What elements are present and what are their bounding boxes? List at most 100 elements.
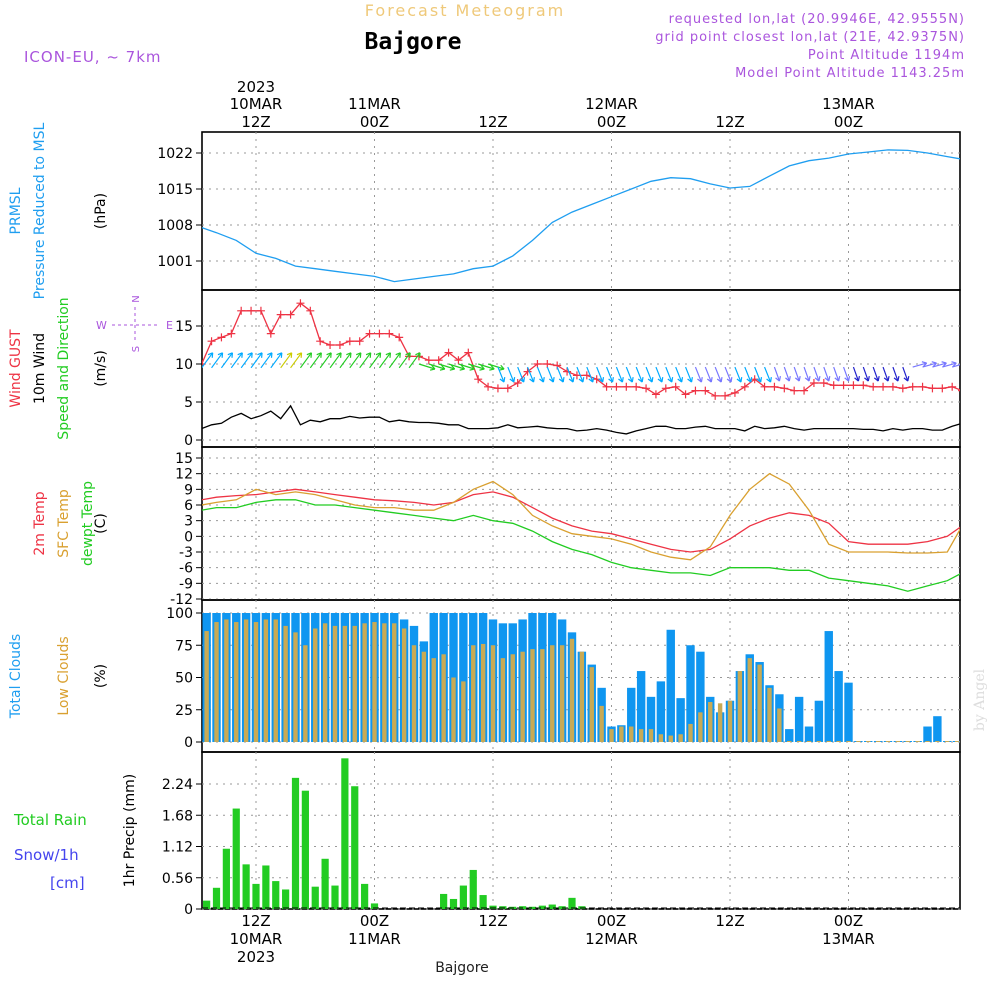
top-hour-label: 12Z (241, 113, 270, 131)
wind-arrow (813, 366, 820, 382)
wind-arrow (734, 366, 742, 383)
top-date-label: 10MAR (230, 95, 283, 113)
precip-legend: Total Rain Snow/1h [cm] (13, 811, 87, 892)
wind-arrow (576, 366, 584, 383)
bar-low-clouds (688, 723, 693, 742)
bar-low-clouds (0, 741, 4, 742)
wind-arrow (902, 366, 909, 382)
wind-arrow (388, 352, 401, 369)
wind-arrow (507, 366, 515, 383)
panel-label: 1hr Precip (mm) (122, 774, 138, 887)
panel-label: SFC Temp (56, 489, 72, 558)
wind-arrow (872, 366, 879, 382)
y-tick-label: 0 (184, 902, 193, 918)
bar-low-clouds (214, 622, 219, 742)
gust-marker (375, 329, 384, 338)
wind-arrowhead (903, 376, 910, 382)
wind-arrow (478, 363, 495, 370)
bar-precip (528, 906, 537, 909)
bar-low-clouds (856, 741, 861, 742)
wind-arrowhead (893, 376, 900, 382)
bar-low-clouds (727, 700, 733, 742)
panel-label: Total Clouds (8, 634, 24, 719)
wind-arrowhead (459, 364, 466, 371)
wind-arrowhead (449, 364, 456, 371)
bar-low-clouds (471, 645, 476, 742)
bar-precip (469, 869, 477, 909)
gust-marker (800, 386, 809, 395)
series-line-2m-temp (202, 488, 960, 553)
bar-low-clouds (579, 651, 585, 742)
series-group (202, 758, 960, 909)
y-tick-label: 75 (175, 638, 193, 654)
bar-precip (203, 900, 211, 909)
y-tick-label: -3 (179, 545, 193, 561)
wind-arrowhead (429, 364, 436, 371)
wind-arrow (606, 366, 614, 383)
panel-clouds: 0 25 50 75 100 Total Clouds Low Clouds (%) (0, 599, 961, 753)
panel-label: 10m Wind (32, 333, 48, 404)
wind-arrow (319, 352, 332, 369)
wind-arrowhead (296, 352, 303, 358)
y-tick-label: 3 (184, 514, 193, 530)
bar-low-clouds (589, 667, 594, 742)
bar-low-clouds (757, 664, 762, 742)
wind-arrow (349, 352, 362, 369)
bar-low-clouds (500, 658, 506, 742)
bar-precip (449, 898, 458, 909)
bar-low-clouds (273, 619, 278, 742)
bar-precip (262, 865, 270, 909)
gust-marker (385, 329, 394, 338)
bar-low-clouds (787, 741, 792, 742)
bar-low-clouds (698, 712, 703, 742)
wind-arrowhead (395, 352, 401, 358)
wind-arrow (428, 363, 445, 370)
wind-arrow (852, 366, 860, 382)
gust-marker (513, 379, 522, 387)
gust-marker (829, 381, 838, 390)
bar-total-clouds (686, 645, 695, 742)
wind-arrowhead (237, 352, 243, 358)
gust-marker (760, 382, 769, 391)
bar-low-clouds (747, 658, 752, 742)
y-tick-label: -12 (170, 592, 193, 608)
gust-marker (898, 384, 907, 393)
wind-arrowhead (627, 377, 634, 383)
gust-marker (355, 337, 364, 346)
bar-low-clouds (737, 671, 743, 742)
wind-arrow (378, 352, 391, 369)
gust-marker (365, 329, 374, 338)
bar-low-clouds (846, 741, 851, 742)
gust-marker (651, 390, 660, 399)
panel-pressure: 1001 1008 1015 1022 PRMSL Pressure Reduced to… (8, 122, 961, 299)
gust-marker (839, 381, 848, 390)
y-tick-label: 50 (175, 671, 193, 687)
gust-marker (533, 360, 542, 368)
gust-marker (247, 306, 256, 315)
wind-arrow (299, 352, 312, 369)
bar-total-clouds (666, 629, 675, 742)
bar-low-clouds (954, 741, 960, 742)
wind-arrow (527, 366, 535, 383)
gust-marker (424, 356, 433, 365)
bar-low-clouds (530, 649, 535, 742)
panel-label: PRMSL (8, 187, 24, 234)
wind-arrowhead (667, 377, 674, 383)
wind-arrowhead (608, 377, 614, 383)
gust-marker (266, 329, 275, 338)
wind-arrow (942, 362, 957, 368)
panel-precip: 0 0.56 1.12 1.68 2.24 1hr Precip (mm) Total Ra… (13, 751, 961, 918)
bar-precip (370, 903, 379, 909)
info-gridpoint: grid point closest lon,lat (21E, 42.9375… (655, 30, 965, 45)
bar-low-clouds (540, 649, 545, 742)
y-tick-label: -6 (179, 561, 193, 577)
gust-marker (493, 384, 502, 393)
bar-precip (459, 885, 467, 909)
bar-total-clouds (834, 671, 843, 742)
wind-arrowhead (365, 352, 372, 358)
panel-frame (201, 289, 961, 448)
wind-arrowhead (961, 362, 966, 367)
gust-marker (395, 333, 404, 342)
